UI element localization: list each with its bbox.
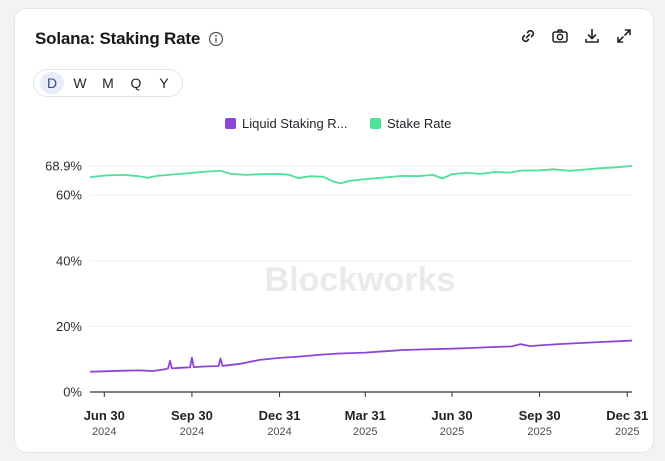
x-tick-year: 2025 <box>527 426 551 438</box>
title-row: Solana: Staking Rate <box>35 27 224 51</box>
liquid-staking-rate-line <box>89 339 633 373</box>
chart-title: Solana: Staking Rate <box>35 29 201 48</box>
link-icon[interactable] <box>519 27 537 45</box>
legend-label-liquid[interactable]: Liquid Staking R... <box>242 116 348 131</box>
x-tick-label: Mar 31 <box>345 408 386 423</box>
x-tick-year: 2024 <box>267 426 291 438</box>
y-tick-label: 0% <box>63 385 82 400</box>
watermark: Blockworks <box>265 261 456 299</box>
legend-label-stake[interactable]: Stake Rate <box>387 116 451 131</box>
x-tick-label: Dec 31 <box>259 408 301 423</box>
camera-icon[interactable] <box>551 27 569 45</box>
period-q[interactable]: Q <box>130 75 142 91</box>
x-tick-label: Jun 30 <box>431 408 472 423</box>
period-y[interactable]: Y <box>159 75 169 91</box>
period-m[interactable]: M <box>102 75 114 91</box>
y-tick-label: 68.9% <box>45 159 82 174</box>
chart-toolbar <box>519 27 633 45</box>
x-tick-year: 2024 <box>180 426 204 438</box>
x-tick-label: Jun 30 <box>84 408 125 423</box>
x-tick-label: Sep 30 <box>519 408 561 423</box>
chart-card: Solana: Staking Rate D W M <box>14 8 654 453</box>
download-icon[interactable] <box>583 27 601 45</box>
period-w[interactable]: W <box>73 75 87 91</box>
period-selector: D W M Q Y <box>33 69 183 97</box>
y-tick-label: 40% <box>56 253 82 268</box>
legend-swatch-stake[interactable] <box>370 118 381 129</box>
chart-legend: Liquid Staking R... Stake Rate <box>225 116 451 131</box>
expand-icon[interactable] <box>615 27 633 45</box>
x-tick-label: Dec 31 <box>606 408 648 423</box>
stake-rate-line <box>89 165 633 185</box>
legend-swatch-liquid[interactable] <box>225 118 236 129</box>
y-tick-label: 20% <box>56 319 82 334</box>
x-tick-label: Sep 30 <box>171 408 213 423</box>
x-tick-year: 2025 <box>615 426 639 438</box>
y-tick-label: 60% <box>56 188 82 203</box>
x-tick-year: 2024 <box>92 426 116 438</box>
period-d[interactable]: D <box>40 72 64 94</box>
x-tick-year: 2025 <box>440 426 464 438</box>
info-icon[interactable] <box>208 31 224 47</box>
x-tick-year: 2025 <box>353 426 377 438</box>
